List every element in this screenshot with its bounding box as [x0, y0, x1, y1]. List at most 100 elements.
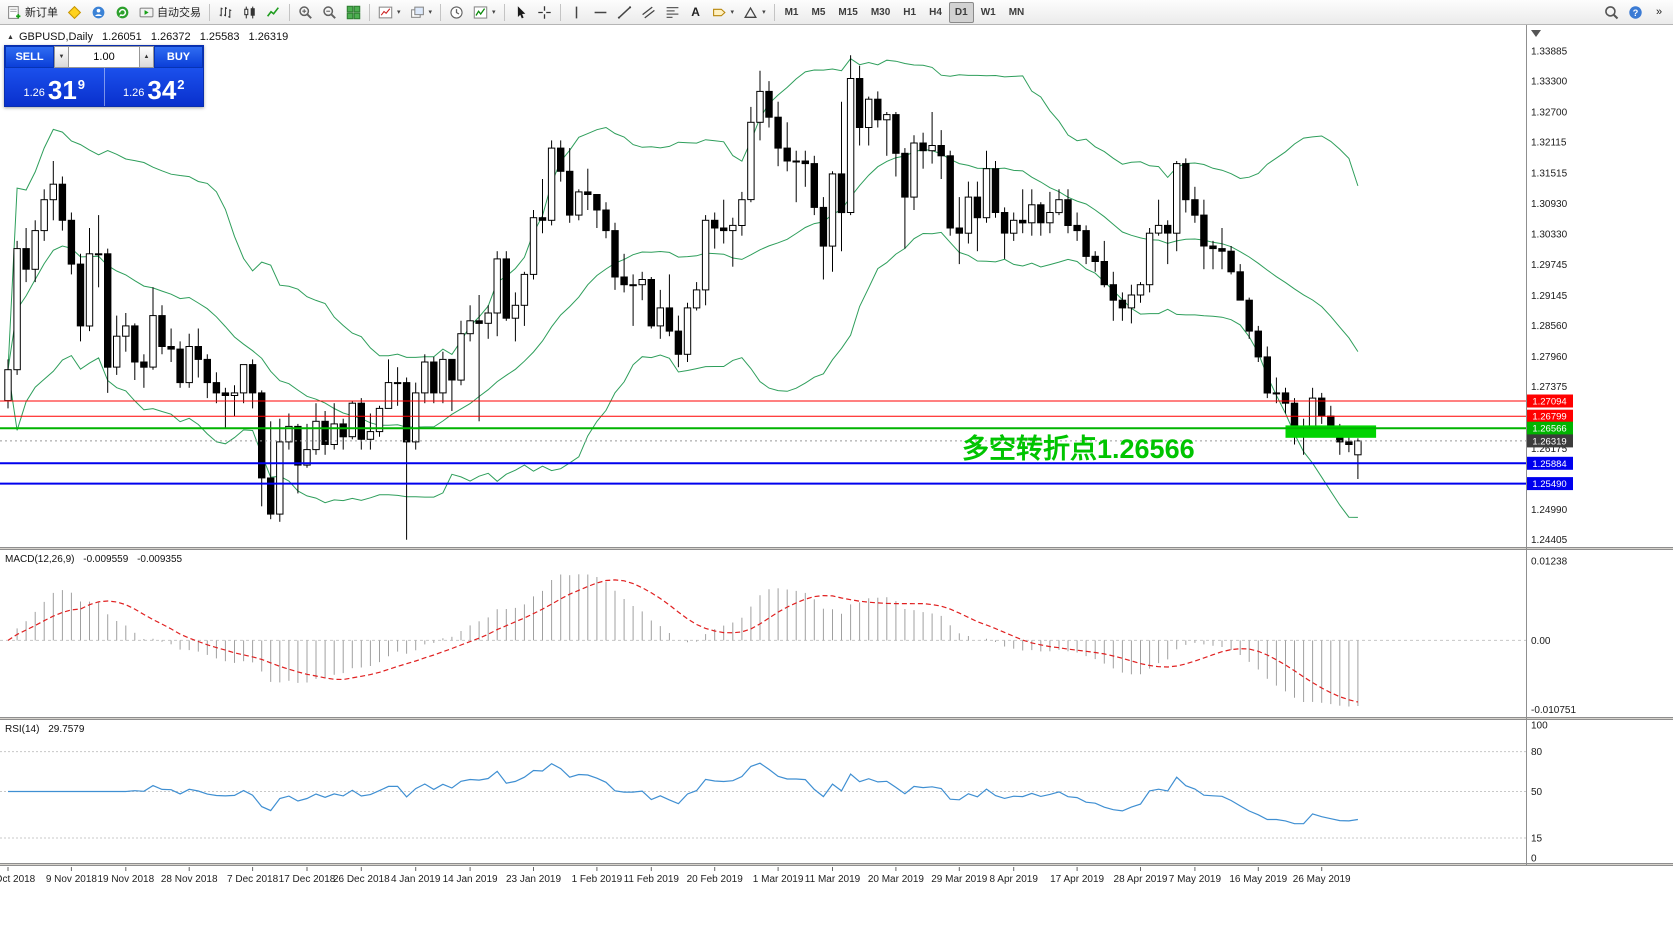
timeframe-m30[interactable]: M30	[865, 2, 896, 23]
community-icon	[91, 5, 106, 20]
trendline-icon	[617, 5, 632, 20]
buy-price[interactable]: 1.26 34 2	[105, 68, 204, 106]
horizontal-line-button[interactable]	[589, 2, 612, 23]
line-chart-button[interactable]	[262, 2, 285, 23]
one-click-controls: SELL ▼ ▲ BUY	[5, 46, 203, 68]
horizontal-price-line[interactable]: 1.26566	[0, 421, 1573, 435]
text-tool-button[interactable]: A	[685, 2, 707, 23]
pane-separator[interactable]	[0, 863, 1673, 866]
fibonacci-button[interactable]	[661, 2, 684, 23]
svg-text:0: 0	[1531, 854, 1537, 865]
current-price-line: 1.26319	[0, 434, 1573, 448]
price-axis-labels: 1.33885 1.33300 1.32700 1.32115 1.31515 1.309…	[1531, 47, 1568, 547]
vertical-line-button[interactable]	[565, 2, 588, 23]
svg-text:50: 50	[1531, 787, 1543, 798]
timeframe-mn[interactable]: MN	[1003, 2, 1031, 23]
timeframe-m15-label: M15	[838, 6, 858, 18]
timeframe-d1[interactable]: D1	[948, 1, 974, 23]
symbol-marker-icon: ▲	[7, 34, 14, 41]
sell-price-big: 31	[47, 75, 77, 105]
svg-text:1.30330: 1.30330	[1531, 230, 1568, 241]
indicators-button[interactable]: ▾	[469, 2, 500, 23]
annotation-text[interactable]: 多空转折点1.26566	[962, 433, 1195, 464]
refresh-button[interactable]	[111, 2, 134, 23]
svg-text:?: ?	[1633, 7, 1639, 17]
zoom-out-button[interactable]	[318, 2, 341, 23]
svg-text:1.29145: 1.29145	[1531, 291, 1568, 302]
svg-text:1.32115: 1.32115	[1531, 138, 1567, 149]
svg-text:17 Apr 2019: 17 Apr 2019	[1050, 874, 1104, 885]
low-value: 1.25583	[199, 31, 240, 43]
cursor-icon	[513, 5, 528, 20]
timeframe-h4[interactable]: H4	[923, 2, 948, 23]
timeframe-m5[interactable]: M5	[805, 2, 831, 23]
timeframe-h1[interactable]: H1	[897, 2, 922, 23]
macd-signal-value: -0.009355	[137, 554, 183, 565]
timeframe-m15[interactable]: M15	[832, 2, 863, 23]
svg-text:8 Apr 2019: 8 Apr 2019	[990, 874, 1039, 885]
volume-input[interactable]	[69, 46, 139, 68]
metaeditor-button[interactable]	[63, 2, 86, 23]
volume-decrease-button[interactable]: ▼	[54, 46, 69, 68]
svg-text:1.27960: 1.27960	[1531, 352, 1568, 363]
macd-main-value: -0.009559	[83, 554, 129, 565]
clock-button[interactable]	[445, 2, 468, 23]
svg-text:28 Nov 2018: 28 Nov 2018	[161, 874, 218, 885]
profiles-button[interactable]: ▾	[406, 2, 437, 23]
autotrading-button[interactable]: 自动交易	[135, 2, 205, 23]
close-value: 1.26319	[248, 31, 289, 43]
price-divider	[103, 68, 105, 106]
chart-shift-marker[interactable]	[1531, 30, 1541, 37]
svg-text:11 Feb 2019: 11 Feb 2019	[624, 874, 680, 885]
symbol-period-label: GBPUSD,Daily	[19, 31, 93, 43]
cursor-button[interactable]	[509, 2, 532, 23]
tile-windows-button[interactable]	[342, 2, 365, 23]
horizontal-price-line[interactable]: 1.27094	[0, 394, 1573, 408]
candle-chart-button[interactable]	[238, 2, 261, 23]
label-tool-button[interactable]: ▾	[708, 2, 739, 23]
shapes-button[interactable]: ▾	[739, 2, 770, 23]
search-button[interactable]	[1600, 2, 1623, 23]
high-value: 1.26372	[150, 31, 191, 43]
sell-price[interactable]: 1.26 31 9	[5, 68, 104, 106]
bb-middle-line	[7, 148, 1359, 428]
dropdown-caret-icon: ▾	[492, 9, 496, 16]
bar-chart-button[interactable]	[214, 2, 237, 23]
timeframe-w1[interactable]: W1	[975, 2, 1002, 23]
horizontal-price-line[interactable]: 1.25490	[0, 477, 1573, 491]
channel-button[interactable]	[637, 2, 660, 23]
svg-text:1.30930: 1.30930	[1531, 199, 1568, 210]
sell-price-prefix: 1.26	[23, 87, 45, 99]
buy-button[interactable]: BUY	[154, 46, 203, 68]
svg-text:20 Mar 2019: 20 Mar 2019	[868, 874, 925, 885]
zoom-in-button[interactable]	[294, 2, 317, 23]
macd-axis-labels: 0.01238 0.00 -0.010751	[1531, 557, 1576, 716]
community-button[interactable]	[87, 2, 110, 23]
help-button[interactable]: ?	[1624, 2, 1647, 23]
trendline-button[interactable]	[613, 2, 636, 23]
volume-increase-button[interactable]: ▲	[139, 46, 154, 68]
timeframe-m5-label: M5	[811, 6, 826, 18]
svg-text:1.33300: 1.33300	[1531, 77, 1568, 88]
macd-signal-line	[7, 579, 1359, 703]
pane-separator[interactable]	[0, 547, 1673, 550]
svg-text:19 Nov 2018: 19 Nov 2018	[97, 874, 154, 885]
toolbar-overflow-button[interactable]: »	[1648, 2, 1670, 23]
new-chart-button[interactable]: ▾	[374, 2, 405, 23]
timeframe-w1-label: W1	[980, 6, 996, 18]
toolbar-separator	[503, 3, 505, 21]
new-order-button[interactable]: 新订单	[3, 2, 62, 23]
rsi-value: 29.7579	[48, 724, 85, 735]
buy-price-pip: 2	[177, 77, 185, 92]
svg-text:7 Dec 2018: 7 Dec 2018	[227, 874, 279, 885]
horizontal-price-line[interactable]: 1.26799	[0, 409, 1573, 423]
sell-button[interactable]: SELL	[5, 46, 54, 68]
pane-separator[interactable]	[0, 717, 1673, 720]
toolbar: 新订单 自动交易 ▾ ▾ ▾ A ▾ ▾ M1 M5 M15 M30 H1 H4 D1 W1 MN? »	[0, 0, 1673, 25]
timeframe-m1[interactable]: M1	[779, 2, 805, 23]
horizontal-price-line[interactable]: 1.25884	[0, 456, 1573, 470]
indicators-icon	[473, 5, 488, 20]
crosshair-button[interactable]	[533, 2, 556, 23]
macd-label: MACD(12,26,9) -0.009559 -0.009355	[5, 554, 182, 565]
